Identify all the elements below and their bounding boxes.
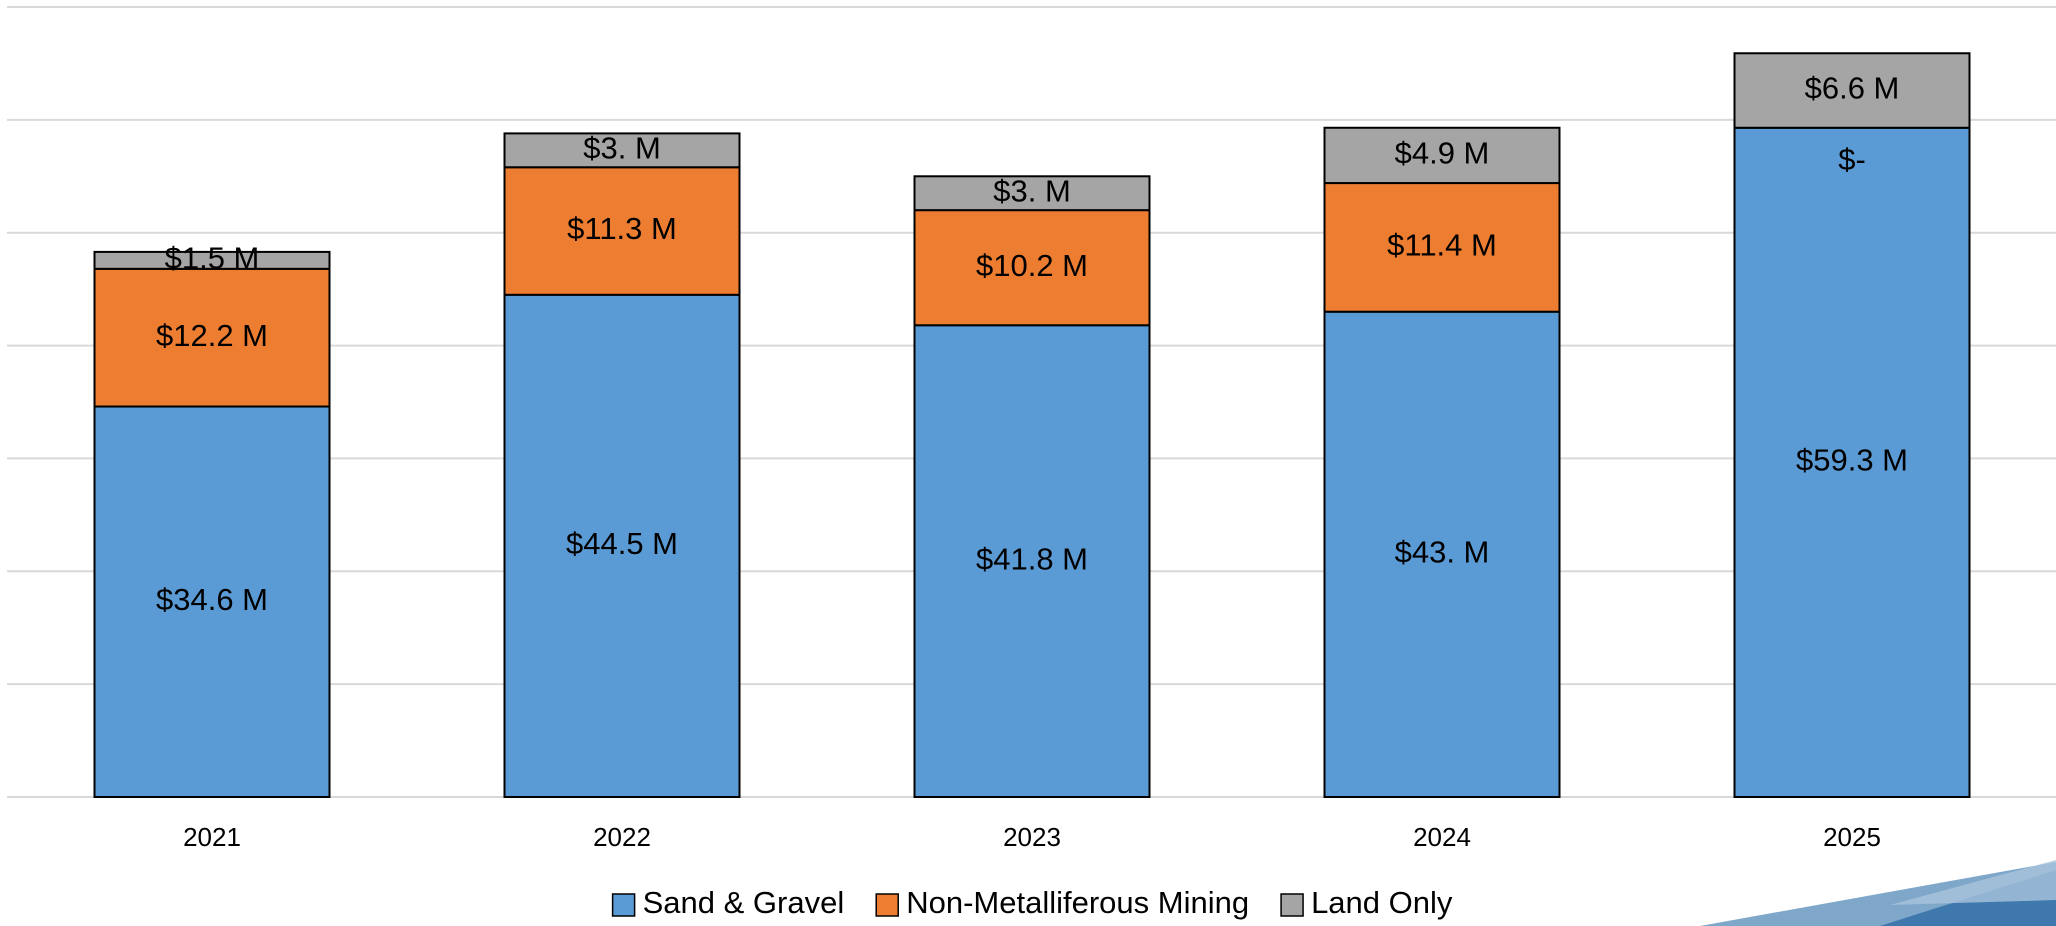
bar-segment xyxy=(503,166,741,296)
data-label: $10.2 M xyxy=(976,248,1088,283)
bar-segment xyxy=(93,405,331,798)
legend-label: Sand & Gravel xyxy=(643,885,845,920)
x-tick-label: 2021 xyxy=(183,822,241,852)
bar-segment xyxy=(1323,310,1561,798)
bar-segment xyxy=(503,293,741,798)
bar-segment xyxy=(93,250,331,270)
data-label: $11.3 M xyxy=(567,211,677,246)
bar-segment xyxy=(1323,182,1561,313)
x-tick-label: 2022 xyxy=(593,822,651,852)
legend-swatch xyxy=(1280,893,1304,917)
data-label: $41.8 M xyxy=(976,541,1088,576)
x-tick-label: 2024 xyxy=(1413,822,1471,852)
decoration xyxy=(1700,860,2056,926)
legend-label: Land Only xyxy=(1311,885,1453,920)
data-label: $6.6 M xyxy=(1805,71,1900,106)
data-label: $11.4 M xyxy=(1387,228,1497,263)
legend-swatch xyxy=(611,893,636,917)
data-label: $- xyxy=(1838,142,1866,177)
legend-label: Non-Metalliferous Mining xyxy=(906,885,1249,920)
data-label: $59.3 M xyxy=(1796,443,1908,478)
data-label: $1.5 M xyxy=(165,241,260,276)
data-label: $44.5 M xyxy=(566,526,678,561)
x-tick-label: 2023 xyxy=(1003,822,1061,852)
bar-segment xyxy=(93,267,331,408)
bar-segment xyxy=(503,132,741,169)
bar-segment xyxy=(1733,126,1971,798)
data-label: $3. M xyxy=(583,131,661,166)
bar-segment xyxy=(913,324,1151,798)
x-tick-label: 2025 xyxy=(1823,822,1881,852)
data-label: $4.9 M xyxy=(1395,136,1490,171)
bar-segment xyxy=(1323,126,1561,185)
data-label: $12.2 M xyxy=(156,318,268,353)
bar-segment xyxy=(913,175,1151,212)
decor-shape xyxy=(1890,860,2056,905)
legend-swatch xyxy=(875,893,899,917)
data-label: $43. M xyxy=(1395,535,1490,570)
data-label: $3. M xyxy=(993,173,1071,208)
bar-segment xyxy=(1733,52,1971,129)
data-label: $34.6 M xyxy=(156,582,268,617)
